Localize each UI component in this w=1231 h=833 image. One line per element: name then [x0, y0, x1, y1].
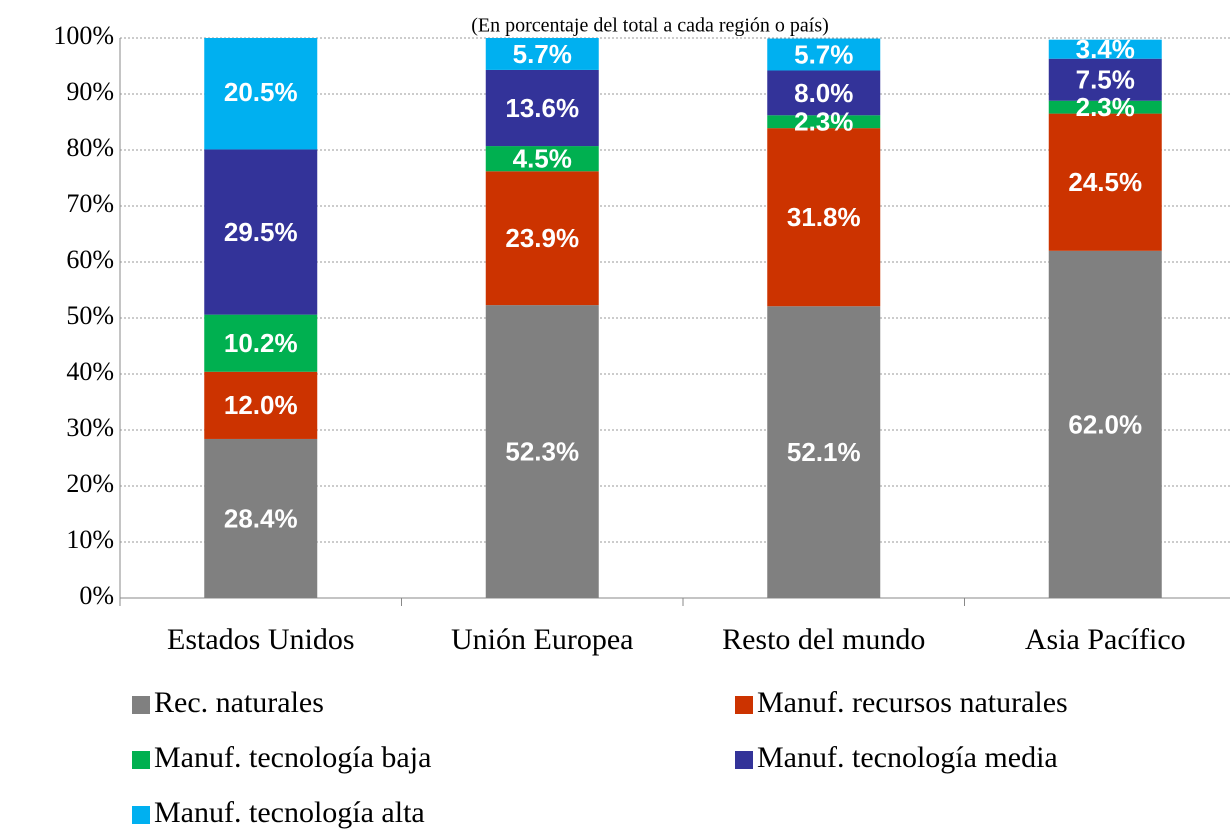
data-label: 29.5%: [224, 217, 298, 247]
data-label: 31.8%: [787, 202, 861, 232]
data-label: 20.5%: [224, 77, 298, 107]
bar-segment: [767, 38, 881, 71]
y-tick-label: 80%: [66, 133, 114, 162]
legend-swatch: [132, 696, 150, 714]
data-label: 8.0%: [794, 78, 853, 108]
bar-segment: [1048, 250, 1162, 598]
legend-swatch: [132, 751, 150, 769]
y-tick-label: 0%: [79, 581, 114, 610]
legend-label: Manuf. tecnología baja: [154, 741, 431, 774]
data-label: 62.0%: [1068, 409, 1142, 439]
x-tick-label: Asia Pacífico: [1025, 623, 1186, 656]
x-tick-label: Resto del mundo: [722, 623, 925, 656]
legend-swatch: [735, 751, 753, 769]
bar-segment: [485, 171, 599, 306]
data-label: 13.6%: [505, 93, 579, 123]
data-label: 2.3%: [1076, 92, 1135, 122]
data-label: 23.9%: [505, 223, 579, 253]
bar-segment: [1048, 100, 1162, 114]
bar-segment: [767, 306, 881, 598]
bar-segment: [767, 70, 881, 116]
data-label: 4.5%: [513, 144, 572, 174]
chart-subtitle: (En porcentaje del total a cada región o…: [471, 15, 829, 37]
bar-segment: [485, 305, 599, 598]
bar-segment: [767, 128, 881, 307]
data-label: 7.5%: [1076, 65, 1135, 95]
legend-label: Manuf. recursos naturales: [757, 686, 1068, 719]
bar-segment: [485, 146, 599, 172]
bar-segment: [485, 69, 599, 147]
y-tick-label: 20%: [66, 469, 114, 498]
bar-segment: [204, 314, 318, 372]
data-label: 5.7%: [794, 39, 853, 69]
bar-segment: [204, 371, 318, 439]
data-label: 24.5%: [1068, 167, 1142, 197]
legend-label: Manuf. tecnología media: [757, 741, 1058, 774]
bar-segment: [204, 438, 318, 598]
y-tick-label: 100%: [53, 21, 114, 50]
plot-area: [204, 38, 1162, 598]
y-tick-label: 60%: [66, 245, 114, 274]
bar-segment: [485, 38, 599, 70]
data-label: 5.7%: [513, 39, 572, 69]
legend-label: Manuf. tecnología alta: [154, 796, 425, 829]
data-label: 10.2%: [224, 328, 298, 358]
bar-segment: [1048, 39, 1162, 59]
bar-segment: [1048, 113, 1162, 251]
y-tick-label: 10%: [66, 525, 114, 554]
bar-segment: [1048, 58, 1162, 101]
y-tick-label: 40%: [66, 357, 114, 386]
bar-segment: [204, 149, 318, 315]
data-label: 52.3%: [505, 436, 579, 466]
x-tick-label: Unión Europea: [451, 623, 633, 656]
data-label: 2.3%: [794, 107, 853, 137]
legend-label: Rec. naturales: [154, 686, 324, 719]
data-label: 52.1%: [787, 437, 861, 467]
legend-swatch: [132, 806, 150, 824]
data-label: 12.0%: [224, 390, 298, 420]
y-tick-label: 30%: [66, 413, 114, 442]
data-label: 3.4%: [1076, 34, 1135, 64]
data-label: 28.4%: [224, 503, 298, 533]
bar-segment: [767, 115, 881, 129]
bar-segment: [204, 38, 318, 150]
x-tick-label: Estados Unidos: [167, 623, 355, 656]
y-tick-label: 50%: [66, 301, 114, 330]
y-tick-label: 90%: [66, 77, 114, 106]
legend-swatch: [735, 696, 753, 714]
y-tick-label: 70%: [66, 189, 114, 218]
